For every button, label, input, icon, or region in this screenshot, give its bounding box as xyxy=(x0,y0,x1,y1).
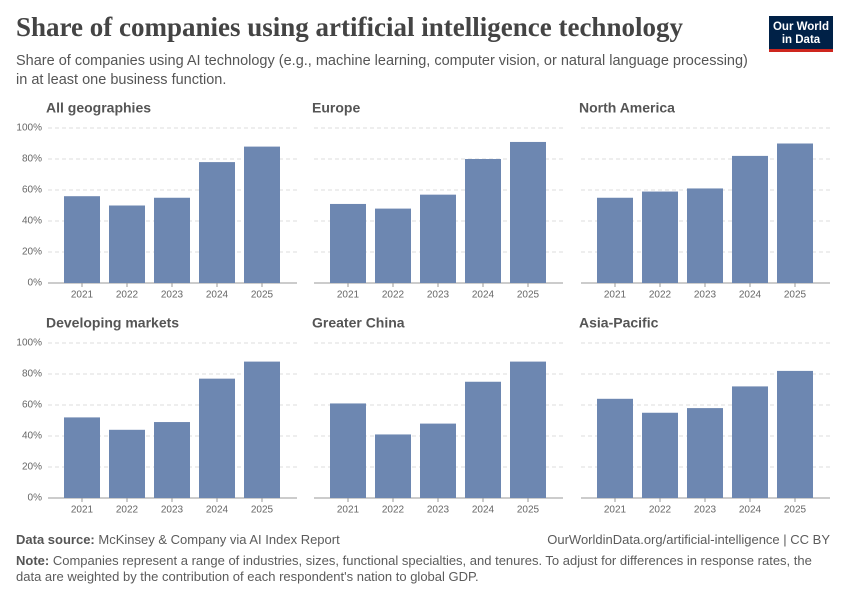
panel-title: All geographies xyxy=(46,100,151,116)
y-tick-label: 100% xyxy=(16,338,42,349)
x-tick-label: 2023 xyxy=(427,290,450,301)
bar xyxy=(244,361,280,498)
x-tick-label: 2023 xyxy=(427,505,450,516)
x-tick-label: 2024 xyxy=(206,505,229,516)
x-tick-label: 2021 xyxy=(604,290,627,301)
bar xyxy=(109,205,145,283)
y-tick-label: 80% xyxy=(22,154,42,165)
y-tick-label: 40% xyxy=(22,216,42,227)
bar xyxy=(597,398,633,498)
x-tick-label: 2024 xyxy=(739,290,762,301)
panel-title: Asia-Pacific xyxy=(579,315,659,331)
bar xyxy=(465,159,501,283)
bar xyxy=(109,429,145,498)
panel-title: Greater China xyxy=(312,315,405,331)
x-tick-label: 2025 xyxy=(517,290,540,301)
x-tick-label: 2024 xyxy=(206,290,229,301)
bar xyxy=(64,196,100,283)
bar xyxy=(330,203,366,283)
y-tick-label: 100% xyxy=(16,123,42,134)
x-tick-label: 2021 xyxy=(337,505,360,516)
y-tick-label: 40% xyxy=(22,431,42,442)
url[interactable]: OurWorldinData.org/artificial-intelligen… xyxy=(547,532,830,547)
x-tick-label: 2025 xyxy=(784,290,807,301)
x-tick-label: 2025 xyxy=(517,505,540,516)
x-tick-label: 2023 xyxy=(694,505,717,516)
bar xyxy=(642,412,678,498)
bar xyxy=(465,381,501,498)
bar xyxy=(732,386,768,498)
x-tick-label: 2023 xyxy=(161,290,184,301)
x-tick-label: 2022 xyxy=(116,290,139,301)
y-tick-label: 20% xyxy=(22,247,42,258)
note-label: Note: xyxy=(16,553,50,568)
bar xyxy=(687,188,723,283)
y-tick-label: 20% xyxy=(22,462,42,473)
bar xyxy=(510,141,546,283)
bar xyxy=(375,208,411,283)
bar xyxy=(154,197,190,283)
bar xyxy=(330,403,366,498)
x-tick-label: 2022 xyxy=(649,290,672,301)
bar xyxy=(687,408,723,498)
logo-line: Our World xyxy=(772,21,829,33)
bar xyxy=(375,434,411,498)
bar xyxy=(420,194,456,283)
x-tick-label: 2021 xyxy=(337,290,360,301)
x-tick-label: 2021 xyxy=(604,505,627,516)
panel-title: Europe xyxy=(312,100,360,116)
title: Share of companies using artificial inte… xyxy=(16,12,683,42)
y-tick-label: 80% xyxy=(22,369,42,380)
bar xyxy=(732,155,768,283)
y-tick-label: 60% xyxy=(22,185,42,196)
source-text: McKinsey & Company via AI Index Report xyxy=(98,532,340,547)
x-tick-label: 2023 xyxy=(161,505,184,516)
note-text: Companies represent a range of industrie… xyxy=(16,553,812,584)
x-tick-label: 2023 xyxy=(694,290,717,301)
x-tick-label: 2025 xyxy=(784,505,807,516)
bar xyxy=(597,197,633,283)
x-tick-label: 2024 xyxy=(472,290,495,301)
x-tick-label: 2025 xyxy=(251,505,274,516)
x-tick-label: 2021 xyxy=(71,290,94,301)
bar xyxy=(199,378,235,498)
x-tick-label: 2022 xyxy=(649,505,672,516)
x-tick-label: 2022 xyxy=(116,505,139,516)
x-tick-label: 2022 xyxy=(382,290,405,301)
bar xyxy=(64,417,100,498)
bar xyxy=(777,143,813,283)
x-tick-label: 2021 xyxy=(71,505,94,516)
subtitle: Share of companies using AI technology (… xyxy=(16,53,748,88)
logo-line: in Data xyxy=(781,34,821,46)
y-tick-label: 0% xyxy=(28,493,43,504)
y-tick-label: 60% xyxy=(22,400,42,411)
x-tick-label: 2024 xyxy=(739,505,762,516)
x-tick-label: 2024 xyxy=(472,505,495,516)
bar xyxy=(154,422,190,498)
bar xyxy=(510,361,546,498)
note: Note: Companies represent a range of ind… xyxy=(16,553,831,585)
panel-title: Developing markets xyxy=(46,315,179,331)
bar xyxy=(777,370,813,498)
y-tick-label: 0% xyxy=(28,278,43,289)
x-tick-label: 2022 xyxy=(382,505,405,516)
bar xyxy=(199,162,235,283)
source-label: Data source: xyxy=(16,532,95,547)
x-tick-label: 2025 xyxy=(251,290,274,301)
bar xyxy=(420,423,456,498)
bar xyxy=(642,191,678,283)
panel-title: North America xyxy=(579,100,675,116)
source: Data source: McKinsey & Company via AI I… xyxy=(16,532,340,547)
bar xyxy=(244,146,280,283)
logo[interactable]: Our World in Data xyxy=(769,16,833,52)
